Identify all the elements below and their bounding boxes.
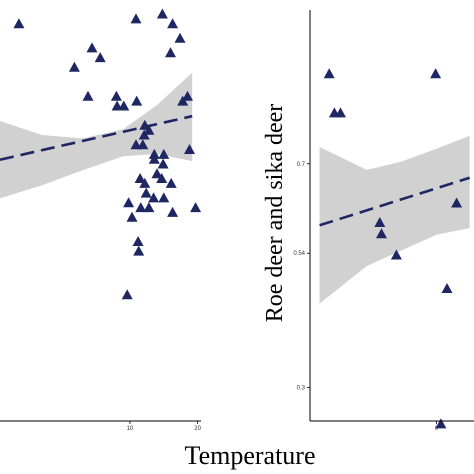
- data-point: [158, 148, 170, 159]
- data-point: [184, 144, 195, 154]
- data-point: [143, 202, 155, 213]
- data-point: [151, 168, 163, 179]
- data-point: [134, 173, 146, 183]
- data-point: [430, 68, 442, 79]
- data-point: [130, 13, 142, 24]
- data-point: [139, 119, 151, 130]
- data-point: [133, 245, 145, 256]
- data-point: [435, 418, 447, 429]
- data-point: [123, 197, 135, 208]
- data-point: [156, 173, 168, 183]
- confidence-band: [0, 72, 193, 199]
- data-point: [126, 211, 138, 222]
- y-tick-label: 0.54: [293, 251, 305, 257]
- y-tick-label: 0.7: [297, 162, 306, 168]
- y-tick-label: 0.3: [297, 385, 306, 391]
- data-point: [68, 61, 80, 72]
- data-point: [82, 90, 94, 101]
- data-point: [135, 202, 147, 213]
- data-point: [190, 202, 202, 213]
- x-axis-title: Temperature: [185, 441, 316, 470]
- data-point: [167, 18, 179, 29]
- data-point: [94, 52, 106, 63]
- data-point: [335, 107, 346, 118]
- data-point: [158, 192, 170, 203]
- data-points: [13, 8, 202, 300]
- data-point: [132, 236, 144, 246]
- confidence-band-area: [0, 72, 193, 199]
- data-point: [182, 90, 193, 101]
- data-point: [165, 177, 177, 188]
- data-point: [121, 289, 133, 300]
- data-point: [323, 68, 335, 79]
- x-tick-label: 10: [127, 426, 134, 432]
- trend-line-segment: [319, 176, 471, 227]
- data-point: [130, 139, 142, 150]
- data-point: [148, 153, 160, 164]
- data-point: [374, 217, 386, 227]
- data-point: [174, 32, 186, 43]
- x-tick-label: 0: [435, 426, 439, 432]
- trend-line: [0, 114, 193, 161]
- data-point: [138, 129, 150, 140]
- data-point: [376, 228, 387, 239]
- data-point: [441, 283, 453, 293]
- confidence-band: [319, 135, 470, 304]
- x-tick-label: 20: [194, 426, 201, 432]
- data-point: [157, 158, 169, 169]
- axes: 10 20: [0, 420, 202, 432]
- confidence-band-area: [319, 135, 470, 304]
- data-point: [13, 18, 25, 29]
- data-point: [451, 197, 463, 208]
- data-point: [139, 177, 151, 188]
- y-axis-title: Roe deer and sika deer: [262, 104, 288, 323]
- panel-left: 10 20: [0, 8, 202, 432]
- axes: 0 0.3 0.54 0.7: [293, 10, 474, 432]
- data-point: [118, 100, 130, 111]
- panel-right: 0 0.3 0.54 0.7: [293, 10, 474, 432]
- data-points: [323, 68, 463, 429]
- data-point: [148, 192, 160, 203]
- data-point: [86, 42, 98, 53]
- trend-line-segment: [0, 114, 193, 161]
- trend-line: [319, 176, 471, 227]
- data-point: [140, 187, 152, 198]
- data-point: [390, 249, 402, 260]
- data-point: [167, 206, 179, 217]
- data-point: [165, 47, 176, 58]
- data-point: [156, 8, 168, 19]
- data-point: [110, 90, 122, 101]
- data-point: [131, 95, 143, 106]
